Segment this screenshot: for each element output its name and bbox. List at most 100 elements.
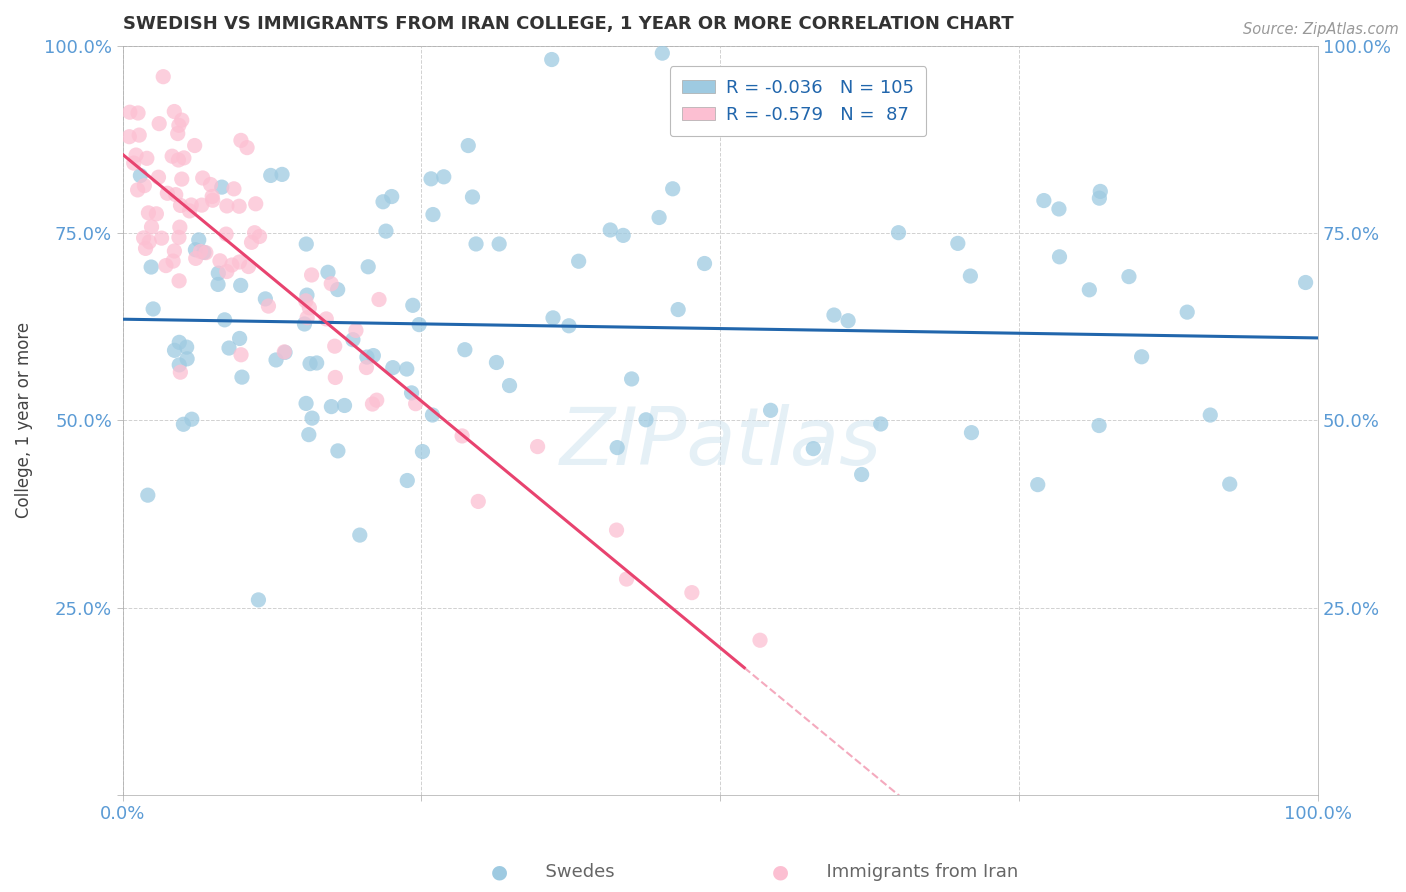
Point [243, 226, 266, 240]
Point [167, 274, 190, 288]
Point [381, 360, 404, 375]
Point [485, 355, 508, 369]
Point [222, 182, 245, 196]
Point [1032, 194, 1054, 208]
Point [142, 301, 165, 316]
Text: Swedes: Swedes [534, 863, 614, 881]
Point [163, 244, 186, 258]
Point [526, 440, 548, 454]
Point [869, 417, 891, 431]
Point [422, 408, 444, 422]
Point [176, 351, 198, 366]
Point [401, 385, 423, 400]
Point [408, 318, 430, 332]
Point [540, 53, 562, 67]
Point [167, 358, 190, 372]
Point [193, 245, 215, 260]
Point [323, 339, 346, 353]
Point [163, 104, 186, 119]
Point [361, 397, 384, 411]
Point [167, 335, 190, 350]
Point [959, 268, 981, 283]
Text: SWEDISH VS IMMIGRANTS FROM IRAN COLLEGE, 1 YEAR OR MORE CORRELATION CHART: SWEDISH VS IMMIGRANTS FROM IRAN COLLEGE,… [122, 15, 1014, 33]
Point [122, 156, 145, 170]
Point [228, 255, 250, 269]
Text: ●: ● [491, 863, 508, 882]
Point [301, 411, 323, 425]
Point [167, 119, 190, 133]
Point [1088, 191, 1111, 205]
Point [169, 220, 191, 235]
Point [187, 233, 209, 247]
Point [749, 633, 772, 648]
Point [465, 236, 488, 251]
Point [1130, 350, 1153, 364]
Point [1175, 305, 1198, 319]
Point [135, 151, 157, 165]
Point [1088, 418, 1111, 433]
Point [229, 348, 252, 362]
Point [326, 283, 349, 297]
Point [326, 443, 349, 458]
Point [1078, 283, 1101, 297]
Point [118, 105, 141, 120]
Point [138, 235, 160, 249]
Point [333, 399, 356, 413]
Point [837, 314, 859, 328]
Point [759, 403, 782, 417]
Point [363, 349, 385, 363]
Point [381, 189, 404, 203]
Point [887, 226, 910, 240]
Point [648, 211, 671, 225]
Point [661, 182, 683, 196]
Point [125, 148, 148, 162]
Point [356, 360, 378, 375]
Point [395, 362, 418, 376]
Point [201, 189, 224, 203]
Point [165, 187, 187, 202]
Point [167, 230, 190, 244]
Point [180, 198, 202, 212]
Point [215, 199, 238, 213]
Point [295, 288, 318, 302]
Point [170, 172, 193, 186]
Point [681, 585, 703, 599]
Text: Immigrants from Iran: Immigrants from Iran [815, 863, 1019, 881]
Point [295, 396, 318, 410]
Point [190, 244, 212, 259]
Point [271, 168, 294, 182]
Point [184, 243, 207, 257]
Point [405, 397, 427, 411]
Point [229, 278, 252, 293]
Point [420, 171, 443, 186]
Point [257, 299, 280, 313]
Point [342, 333, 364, 347]
Point [612, 228, 634, 243]
Point [801, 442, 824, 456]
Point [160, 149, 183, 163]
Point [357, 260, 380, 274]
Point [215, 227, 238, 241]
Point [129, 169, 152, 183]
Point [488, 237, 510, 252]
Point [148, 117, 170, 131]
Point [457, 138, 479, 153]
Point [155, 259, 177, 273]
Point [461, 190, 484, 204]
Point [211, 180, 233, 194]
Point [274, 345, 297, 359]
Point [245, 196, 267, 211]
Point [132, 231, 155, 245]
Point [183, 138, 205, 153]
Point [620, 372, 643, 386]
Point [260, 169, 283, 183]
Point [606, 523, 628, 537]
Point [138, 206, 160, 220]
Point [366, 393, 388, 408]
Point [236, 140, 259, 154]
Point [201, 193, 224, 207]
Point [375, 224, 398, 238]
Point [180, 412, 202, 426]
Point [1026, 477, 1049, 491]
Point [344, 323, 367, 337]
